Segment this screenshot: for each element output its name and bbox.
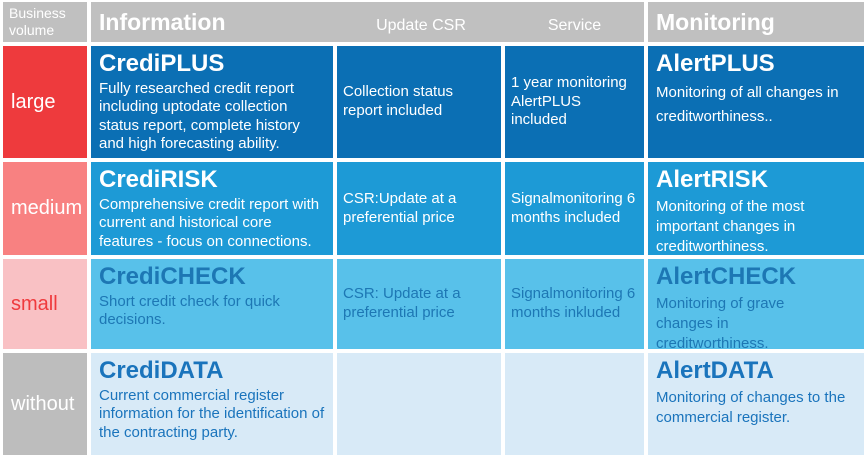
product-description: Fully researched credit report including… (99, 79, 300, 153)
monitoring-cell-alertdata: AlertDATA Monitoring of changes to the c… (648, 353, 864, 455)
service-text: Signalmonitoring 6 months inkluded (511, 285, 636, 321)
product-description: Short credit check for quick decisions. (99, 292, 280, 329)
monitoring-description: Monitoring of changes to the commercial … (656, 388, 846, 427)
product-name: CrediDATA (99, 357, 224, 384)
monitoring-cell-alertcheck: AlertCHECK Monitoring of grave changes i… (648, 259, 864, 349)
update-csr-text: CSR: Update at a preferential price (343, 285, 461, 321)
monitoring-name: AlertRISK (656, 166, 769, 193)
product-description: Current commercial register information … (99, 386, 325, 441)
service-cell-empty (505, 353, 644, 455)
product-comparison-table: Business volume Information Update CSR S… (3, 2, 864, 455)
service-text: Signalmonitoring 6 months included (511, 189, 636, 226)
header-update-csr: Update CSR (376, 17, 466, 34)
volume-label-large: large (3, 46, 87, 158)
update-csr-cell: CSR: Update at a preferential price (337, 259, 501, 349)
header-service: Service (547, 17, 602, 34)
header-information: Information (99, 8, 226, 35)
update-csr-text: CSR:Update at a preferential price (343, 189, 457, 226)
volume-label-small: small (3, 259, 87, 349)
monitoring-cell-alertplus: AlertPLUS Monitoring of all changes in c… (648, 46, 864, 158)
header-monitoring: Monitoring (648, 2, 864, 42)
monitoring-name: AlertDATA (656, 357, 774, 384)
service-cell: 1 year monitoring AlertPLUS included (505, 46, 644, 158)
service-text: 1 year monitoring AlertPLUS included (511, 73, 627, 129)
product-name: CrediCHECK (99, 263, 246, 290)
service-cell: Signalmonitoring 6 months inkluded (505, 259, 644, 349)
volume-label-medium: medium (3, 162, 87, 255)
product-cell-credidata: CrediDATA Current commercial register in… (91, 353, 333, 455)
product-name: CrediPLUS (99, 50, 225, 77)
update-csr-text: Collection status report included (343, 83, 454, 119)
header-business-volume: Business volume (3, 2, 87, 42)
monitoring-description: Monitoring of the most important changes… (656, 197, 805, 255)
monitoring-description: Monitoring of grave changes in creditwor… (656, 294, 785, 349)
monitoring-name: AlertCHECK (656, 263, 797, 290)
update-csr-cell: Collection status report included (337, 46, 501, 158)
product-name: CrediRISK (99, 166, 218, 193)
monitoring-cell-alertrisk: AlertRISK Monitoring of the most importa… (648, 162, 864, 255)
monitoring-name: AlertPLUS (656, 50, 775, 77)
product-description: Comprehensive credit report with current… (99, 195, 320, 250)
volume-label-without: without (3, 353, 87, 455)
update-csr-cell: CSR:Update at a preferential price (337, 162, 501, 255)
header-band: Information Update CSR Service (91, 2, 644, 42)
product-cell-crediplus: CrediPLUS Fully researched credit report… (91, 46, 333, 158)
update-csr-cell-empty (337, 353, 501, 455)
monitoring-description: Monitoring of all changes in creditworth… (656, 83, 839, 125)
product-cell-credirisk: CrediRISK Comprehensive credit report wi… (91, 162, 333, 255)
product-cell-credicheck: CrediCHECK Short credit check for quick … (91, 259, 333, 349)
service-cell: Signalmonitoring 6 months included (505, 162, 644, 255)
